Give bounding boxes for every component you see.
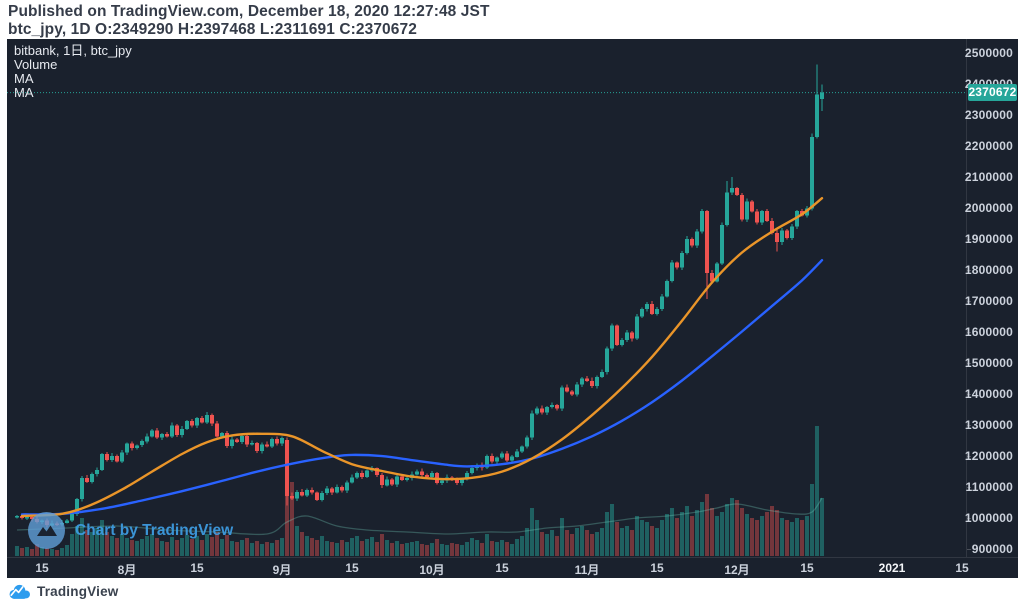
legend-ma-slow[interactable]: MA — [14, 85, 34, 100]
price-axis-label: 2500000 — [964, 46, 1013, 60]
price-axis-label: 1600000 — [964, 325, 1013, 339]
price-axis-tick — [967, 208, 971, 209]
price-axis-label: 1400000 — [964, 387, 1013, 401]
last-price-badge: 2370672 — [968, 84, 1017, 101]
price-axis-label: 1000000 — [964, 511, 1013, 525]
price-axis-tick — [967, 53, 971, 54]
volume-ma-line — [16, 497, 823, 536]
price-axis-label: 1300000 — [964, 418, 1013, 432]
candles-layer — [15, 64, 824, 528]
time-axis-label: 15 — [955, 561, 969, 575]
time-axis-label: 8月 — [117, 563, 137, 577]
time-axis-label: 9月 — [272, 563, 292, 577]
time-axis-label: 15 — [650, 561, 664, 575]
price-axis-label: 900000 — [971, 542, 1013, 556]
price-axis-label: 2000000 — [964, 201, 1013, 215]
price-axis-label: 2100000 — [964, 170, 1013, 184]
time-axis-label: 15 — [35, 561, 49, 575]
price-axis-label: 1200000 — [964, 449, 1013, 463]
time-axis-label: 12月 — [724, 563, 750, 577]
tradingview-cloud-icon — [9, 584, 30, 599]
legend-ma-fast[interactable]: MA — [14, 71, 34, 86]
footer-brand-link[interactable]: TradingView — [8, 582, 118, 601]
time-axis-label: 15 — [800, 561, 814, 575]
price-axis-tick — [967, 363, 971, 364]
time-axis[interactable]: 15 8月 15 9月 15 10月 15 11月 15 12月 15 2021 15 — [7, 557, 1018, 578]
price-axis-tick — [967, 394, 971, 395]
price-axis-label: 2300000 — [964, 108, 1013, 122]
price-axis-label: 1900000 — [964, 232, 1013, 246]
legend-volume[interactable]: Volume — [14, 57, 58, 72]
price-axis-tick — [967, 239, 971, 240]
price-axis-label: 1100000 — [965, 480, 1013, 494]
price-axis-tick — [967, 301, 971, 302]
time-axis-label: 10月 — [419, 563, 445, 577]
ohlc-line: btc_jpy, 1D O:2349290 H:2397468 L:231169… — [8, 20, 417, 38]
price-axis-label: 1700000 — [964, 294, 1013, 308]
time-axis-label: 11月 — [574, 563, 600, 577]
footer-brand-text: TradingView — [37, 584, 119, 599]
price-axis-label: 2200000 — [964, 139, 1013, 153]
price-axis-tick — [967, 146, 971, 147]
time-axis-label: 15 — [345, 561, 359, 575]
publish-line: Published on TradingView.com, December 1… — [8, 3, 490, 20]
price-axis-tick — [967, 456, 971, 457]
watermark-text: Chart by TradingView — [75, 521, 234, 539]
price-axis[interactable]: 2370672 25000002400000230000022000002100… — [964, 39, 1018, 557]
price-axis-tick — [967, 518, 971, 519]
price-axis-tick — [967, 115, 971, 116]
price-axis-tick — [967, 425, 971, 426]
tradingview-mountain-icon — [28, 512, 65, 549]
time-axis-label: 2021 — [878, 561, 906, 575]
price-axis-tick — [967, 270, 971, 271]
footer: TradingView — [8, 582, 118, 601]
price-axis-tick — [967, 549, 971, 550]
volume-layer — [15, 426, 824, 556]
watermark-link[interactable]: Chart by TradingView — [28, 512, 233, 549]
chart-plot[interactable] — [7, 39, 966, 557]
price-axis-label: 1500000 — [964, 356, 1013, 370]
chart-legend: bitbank, 1日, btc_jpy Volume MA MA — [14, 44, 132, 100]
ma-slow-line — [20, 259, 824, 516]
price-axis-tick — [967, 332, 971, 333]
time-axis-label: 15 — [190, 561, 204, 575]
publish-header: Published on TradingView.com, December 1… — [8, 3, 490, 38]
price-axis-label: 1800000 — [964, 263, 1013, 277]
ma-fast-line — [20, 197, 824, 518]
legend-symbol[interactable]: bitbank, 1日, btc_jpy — [14, 43, 132, 58]
price-axis-tick — [967, 177, 971, 178]
price-axis-tick — [967, 487, 971, 488]
chart-widget[interactable]: bitbank, 1日, btc_jpy Volume MA MA 237067… — [7, 39, 1018, 578]
time-axis-label: 15 — [495, 561, 509, 575]
